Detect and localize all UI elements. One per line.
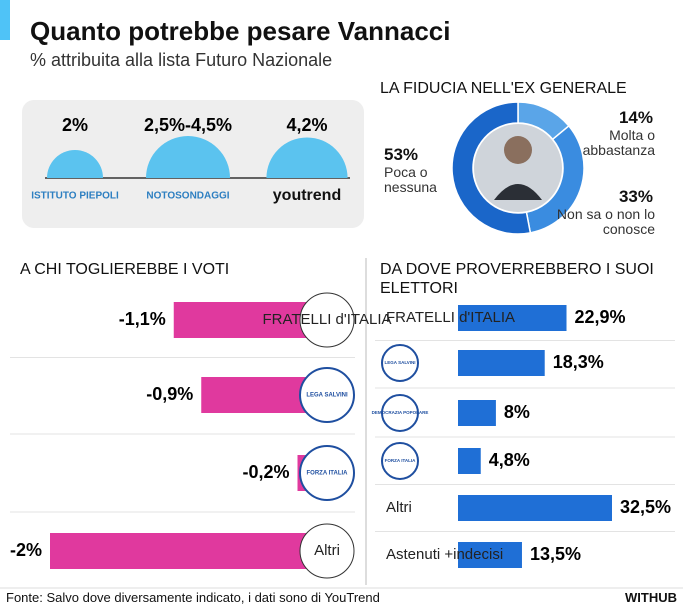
- source: Fonte: Salvo dove diversamente indicato,…: [6, 590, 380, 605]
- value-label: 33%: [618, 187, 653, 206]
- value-label: -0,9%: [146, 384, 193, 404]
- value-label: 32,5%: [620, 497, 671, 517]
- semicircle: [46, 150, 104, 178]
- portrait: [474, 124, 562, 212]
- category-label: Altri: [314, 542, 340, 559]
- logo: [381, 394, 419, 432]
- bar: [458, 495, 612, 521]
- category-label: Poca o nessuna: [384, 164, 437, 195]
- bar: [50, 533, 325, 569]
- portrait: [504, 136, 532, 164]
- value-label: 4,2%: [286, 115, 327, 135]
- pollster: ISTITUTO PIEPOLI: [31, 191, 119, 202]
- logo: [299, 292, 355, 348]
- bar: [458, 448, 481, 474]
- logo: [299, 367, 355, 423]
- bar: [458, 350, 545, 376]
- accent: [0, 0, 10, 40]
- value-label: 53%: [384, 145, 419, 164]
- value-label: 13,5%: [530, 544, 581, 564]
- title: Quanto potrebbe pesare Vannacci: [30, 16, 451, 46]
- category-label: FRATELLI d'ITALIA: [262, 311, 391, 328]
- semicircle: [266, 137, 348, 178]
- logo: [381, 442, 419, 480]
- value-label: 18,3%: [553, 352, 604, 372]
- category-label: FRATELLI d'ITALIA: [386, 309, 515, 326]
- category-label: Non sa o non lo conosce: [556, 206, 655, 237]
- pollster: NOTOSONDAGGI: [146, 191, 229, 202]
- bar: [458, 305, 567, 331]
- chart-title: LA FIDUCIA NELL'EX GENERALE: [380, 80, 627, 97]
- portrait: [494, 184, 542, 200]
- bar: [458, 542, 522, 568]
- category-label: Molta o abbastanza: [582, 127, 655, 158]
- brand: WITHUB: [625, 590, 677, 605]
- subtitle: % attribuita alla lista Futuro Nazionale: [30, 50, 333, 70]
- logo-text: FORZA ITALIA: [307, 471, 349, 477]
- logo: [299, 445, 355, 501]
- bar: [458, 400, 496, 426]
- chart-title: DA DOVE PROVERREBBERO I SUOI ELETTORI: [380, 261, 654, 297]
- category-label: Altri: [386, 499, 412, 516]
- logo-text: LEGA SALVINI: [384, 360, 415, 365]
- value-label: -0,2%: [242, 462, 289, 482]
- logo-text: DEMOCRAZIA POPOLARE: [372, 410, 429, 415]
- chart-title: A CHI TOGLIEREBBE I VOTI: [20, 261, 230, 278]
- donut-slice: [451, 101, 532, 235]
- semicircle: [145, 136, 231, 178]
- value-label: 2%: [62, 115, 88, 135]
- logo-text: FORZA ITALIA: [385, 458, 416, 463]
- value-label: 14%: [618, 108, 653, 127]
- value-label: -2%: [10, 540, 42, 560]
- value-label: 22,9%: [575, 307, 626, 327]
- value-label: 2,5%-4,5%: [144, 115, 232, 135]
- value-label: 4,8%: [489, 450, 530, 470]
- value-label: 8%: [504, 402, 530, 422]
- pollster: youtrend: [273, 187, 341, 204]
- category-label: Astenuti +indecisi: [386, 546, 503, 563]
- logo: [381, 344, 419, 382]
- logo: [299, 523, 355, 579]
- logo-text: LEGA SALVINI: [306, 393, 348, 399]
- value-label: -1,1%: [119, 309, 166, 329]
